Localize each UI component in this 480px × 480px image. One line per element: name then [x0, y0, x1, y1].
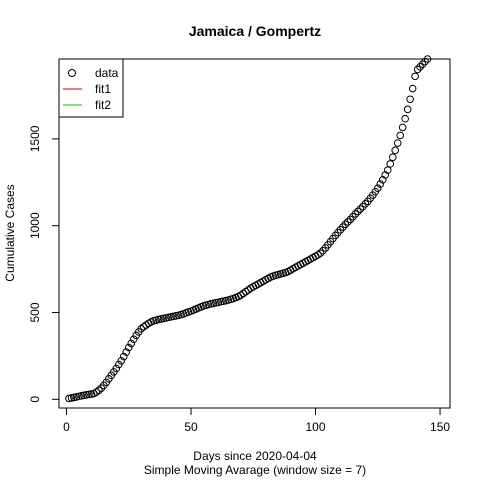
- legend-fit1-label: fit1: [95, 82, 111, 96]
- data-point: [129, 335, 138, 344]
- data-point: [351, 210, 360, 218]
- data-point: [408, 84, 417, 93]
- data-point: [127, 339, 136, 348]
- data-point: [406, 95, 414, 104]
- data-points: [65, 55, 432, 403]
- legend-fit2-label: fit2: [95, 98, 111, 112]
- data-point: [85, 390, 93, 399]
- data-point: [114, 360, 123, 369]
- data-point: [112, 364, 121, 373]
- data-point: [95, 386, 103, 395]
- data-point: [423, 55, 432, 63]
- x-axis-label: Days since 2020-04-04: [193, 449, 317, 463]
- y-tick-label: 500: [28, 302, 42, 322]
- x-tick-label: 150: [430, 420, 450, 434]
- x-axis: 0 50 100 150: [63, 407, 450, 434]
- data-point: [418, 60, 427, 69]
- data-point: [356, 205, 365, 213]
- data-point: [413, 65, 422, 74]
- x-tick-label: 0: [63, 420, 70, 434]
- y-axis-label: Cumulative Cases: [3, 184, 17, 281]
- data-point: [416, 63, 424, 71]
- data-point: [398, 123, 407, 132]
- data-point: [403, 105, 412, 114]
- legend-data-marker: [68, 69, 76, 77]
- data-point: [137, 325, 145, 333]
- data-point: [124, 343, 133, 352]
- data-point: [122, 348, 131, 356]
- y-tick-label: 1500: [28, 125, 42, 152]
- data-point: [376, 180, 385, 188]
- data-point: [344, 218, 352, 226]
- data-point: [119, 352, 128, 361]
- data-point: [386, 160, 395, 168]
- legend-data-label: data: [95, 66, 119, 80]
- data-point: [421, 57, 429, 66]
- data-point: [411, 72, 419, 81]
- data-point: [316, 249, 325, 257]
- data-point: [393, 139, 402, 147]
- data-point: [361, 200, 370, 208]
- data-point: [383, 166, 392, 174]
- data-point: [391, 146, 400, 155]
- y-tick-label: 1000: [28, 212, 42, 239]
- legend: data fit1 fit2: [58, 58, 124, 118]
- x-axis-sublabel: Simple Moving Avarage (window size = 7): [144, 463, 366, 477]
- data-point: [354, 207, 362, 216]
- legend-box: [58, 58, 124, 118]
- data-point: [388, 153, 397, 162]
- y-axis: 0 500 1000 1500: [28, 125, 60, 403]
- data-point: [373, 184, 382, 192]
- chart-title: Jamaica / Gompertz: [189, 23, 321, 39]
- data-point: [341, 220, 350, 229]
- data-point: [396, 131, 404, 140]
- data-point: [401, 114, 409, 123]
- x-tick-label: 50: [184, 420, 198, 434]
- x-tick-label: 100: [306, 420, 326, 434]
- data-point: [82, 391, 91, 399]
- data-point: [117, 356, 126, 365]
- y-tick-label: 0: [28, 396, 42, 403]
